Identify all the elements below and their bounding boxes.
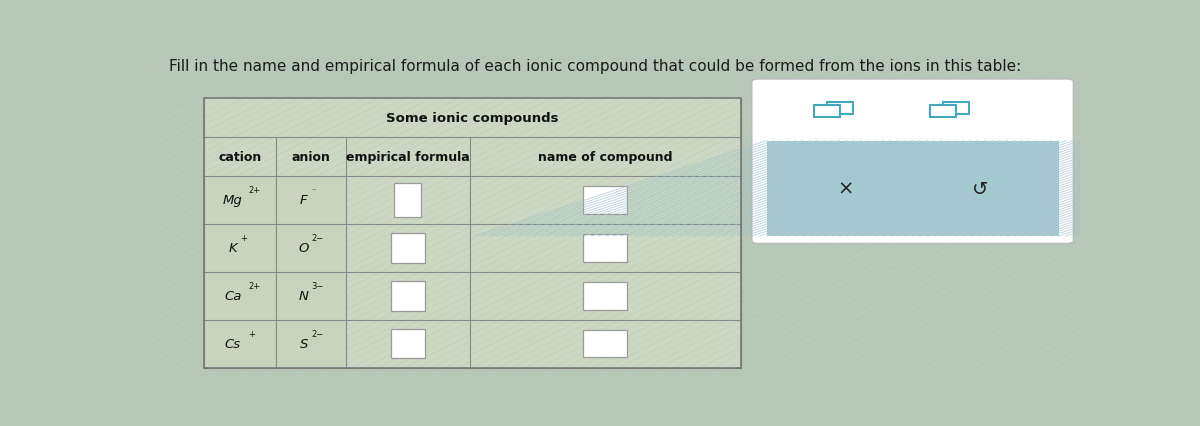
Text: 2+: 2+ bbox=[248, 185, 260, 194]
Bar bbox=[204, 99, 740, 368]
FancyBboxPatch shape bbox=[276, 272, 346, 320]
FancyBboxPatch shape bbox=[583, 330, 626, 357]
FancyBboxPatch shape bbox=[204, 272, 276, 320]
Text: K: K bbox=[228, 242, 238, 255]
Text: S: S bbox=[300, 337, 308, 350]
Text: name of compound: name of compound bbox=[538, 150, 672, 164]
Text: Mg: Mg bbox=[223, 194, 242, 207]
FancyBboxPatch shape bbox=[751, 80, 1074, 244]
FancyBboxPatch shape bbox=[827, 103, 853, 115]
Text: ×: × bbox=[836, 179, 853, 199]
FancyBboxPatch shape bbox=[204, 176, 276, 225]
Text: 2−: 2− bbox=[312, 329, 324, 338]
Text: cation: cation bbox=[218, 150, 262, 164]
Text: 2+: 2+ bbox=[248, 281, 260, 290]
Text: 3−: 3− bbox=[312, 281, 324, 290]
FancyBboxPatch shape bbox=[276, 176, 346, 225]
FancyBboxPatch shape bbox=[276, 225, 346, 272]
FancyBboxPatch shape bbox=[583, 187, 626, 214]
Text: ⁻: ⁻ bbox=[312, 185, 316, 194]
Text: ↺: ↺ bbox=[972, 179, 989, 199]
Text: 2−: 2− bbox=[312, 233, 324, 242]
Text: F: F bbox=[300, 194, 307, 207]
FancyBboxPatch shape bbox=[390, 233, 425, 263]
Text: anion: anion bbox=[292, 150, 331, 164]
Text: +: + bbox=[240, 233, 247, 242]
Text: Ca: Ca bbox=[224, 290, 241, 302]
FancyBboxPatch shape bbox=[390, 329, 425, 359]
FancyBboxPatch shape bbox=[583, 234, 626, 262]
Text: Cs: Cs bbox=[224, 337, 241, 350]
FancyBboxPatch shape bbox=[204, 320, 276, 368]
Text: Some ionic compounds: Some ionic compounds bbox=[386, 112, 558, 125]
FancyBboxPatch shape bbox=[583, 282, 626, 310]
Text: empirical formula: empirical formula bbox=[346, 150, 469, 164]
FancyBboxPatch shape bbox=[395, 183, 421, 218]
FancyBboxPatch shape bbox=[204, 99, 740, 368]
FancyBboxPatch shape bbox=[276, 320, 346, 368]
FancyBboxPatch shape bbox=[390, 281, 425, 311]
FancyBboxPatch shape bbox=[943, 103, 970, 115]
FancyBboxPatch shape bbox=[204, 225, 276, 272]
Text: +: + bbox=[248, 329, 256, 338]
FancyBboxPatch shape bbox=[767, 141, 1058, 236]
Text: Fill in the name and empirical formula of each ionic compound that could be form: Fill in the name and empirical formula o… bbox=[168, 59, 1021, 74]
Text: N: N bbox=[299, 290, 308, 302]
FancyBboxPatch shape bbox=[930, 106, 956, 118]
FancyBboxPatch shape bbox=[814, 106, 840, 118]
Text: O: O bbox=[299, 242, 310, 255]
